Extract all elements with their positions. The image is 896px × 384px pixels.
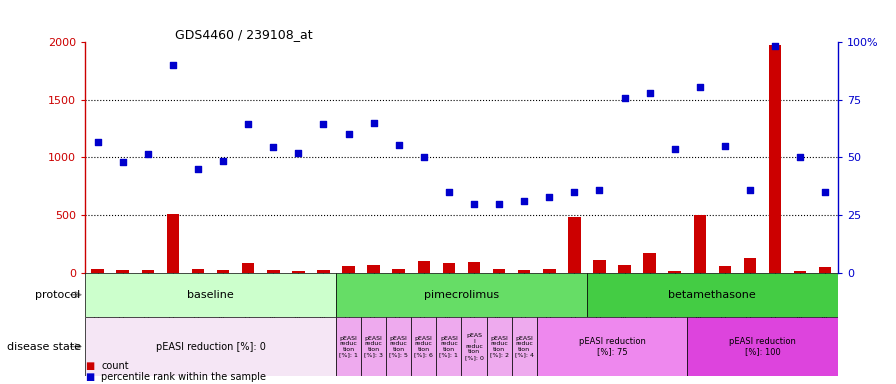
Bar [217,270,229,273]
Point [216,158,230,164]
Point [768,43,782,49]
Point [718,143,732,149]
Bar [85,317,336,376]
Text: ■: ■ [85,361,94,371]
Bar [361,317,386,376]
Text: pEASI
reduc
tion
[%]: 2: pEASI reduc tion [%]: 2 [489,336,509,357]
Point [492,200,506,207]
Bar [537,317,687,376]
Point [642,90,657,96]
Point [116,159,130,165]
Text: pEASI reduction [%]: 0: pEASI reduction [%]: 0 [156,341,265,352]
Point [417,154,431,161]
Point [191,166,205,172]
Bar [819,268,831,273]
Point [793,154,807,161]
Point [316,121,331,127]
Bar [386,317,411,376]
Bar [292,271,305,273]
Bar [367,265,380,273]
Point [366,120,381,126]
Bar [392,269,405,273]
Bar [242,263,254,273]
Bar [418,261,430,273]
Text: pEASI
reduc
tion
[%]: 5: pEASI reduc tion [%]: 5 [389,336,409,357]
Text: percentile rank within the sample: percentile rank within the sample [101,372,266,382]
Bar [568,217,581,273]
Bar [461,317,487,376]
Point [467,200,481,207]
Bar [317,270,330,273]
Bar [336,317,361,376]
Bar [593,260,606,273]
Text: disease state: disease state [6,341,81,352]
Point [166,62,180,68]
Text: pEASI
reduc
tion
[%]: 1: pEASI reduc tion [%]: 1 [339,336,358,357]
Bar [794,271,806,273]
Point [291,150,306,156]
Point [617,94,632,101]
Text: pimecrolimus: pimecrolimus [424,290,499,300]
Text: pEASI
reduc
tion
[%]: 1: pEASI reduc tion [%]: 1 [439,336,459,357]
Bar [436,317,461,376]
Bar [512,317,537,376]
Bar [769,45,781,273]
Bar [643,253,656,273]
Bar [342,266,355,273]
Bar [618,265,631,273]
Bar [719,266,731,273]
Text: count: count [101,361,129,371]
Point [517,198,531,204]
Text: betamethasone: betamethasone [668,290,756,300]
Text: protocol: protocol [35,290,81,300]
Text: pEASI reduction
[%]: 75: pEASI reduction [%]: 75 [579,337,645,356]
Bar [116,270,129,273]
Bar [167,214,179,273]
Text: baseline: baseline [187,290,234,300]
Bar [587,273,838,317]
Bar [443,263,455,273]
Text: pEASI
reduc
tion
[%]: 6: pEASI reduc tion [%]: 6 [414,336,434,357]
Bar [468,262,480,273]
Point [668,146,682,152]
Point [341,131,356,137]
Point [567,189,582,195]
Bar [518,270,530,273]
Bar [668,271,681,273]
Bar [142,270,154,273]
Point [693,84,707,90]
Bar [543,269,556,273]
Point [818,189,832,195]
Text: pEASI
reduc
tion
[%]: 4: pEASI reduc tion [%]: 4 [514,336,534,357]
Bar [336,273,587,317]
Bar [694,215,706,273]
Bar [85,273,336,317]
Point [141,151,155,157]
Bar [192,269,204,273]
Point [266,144,280,150]
Bar [267,270,280,273]
Point [392,142,406,148]
Text: pEASI reduction
[%]: 100: pEASI reduction [%]: 100 [729,337,796,356]
Bar [687,317,838,376]
Text: pEASI
reduc
tion
[%]: 3: pEASI reduc tion [%]: 3 [364,336,383,357]
Point [90,139,105,146]
Text: GDS4460 / 239108_at: GDS4460 / 239108_at [176,28,313,41]
Point [743,187,757,193]
Text: pEAS
I
reduc
tion
[%]: 0: pEAS I reduc tion [%]: 0 [464,333,484,360]
Bar [744,258,756,273]
Point [542,194,556,200]
Text: ■: ■ [85,372,94,382]
Point [592,187,607,193]
Point [442,189,456,195]
Bar [487,317,512,376]
Bar [411,317,436,376]
Bar [493,269,505,273]
Bar [91,269,104,273]
Point [241,121,255,127]
